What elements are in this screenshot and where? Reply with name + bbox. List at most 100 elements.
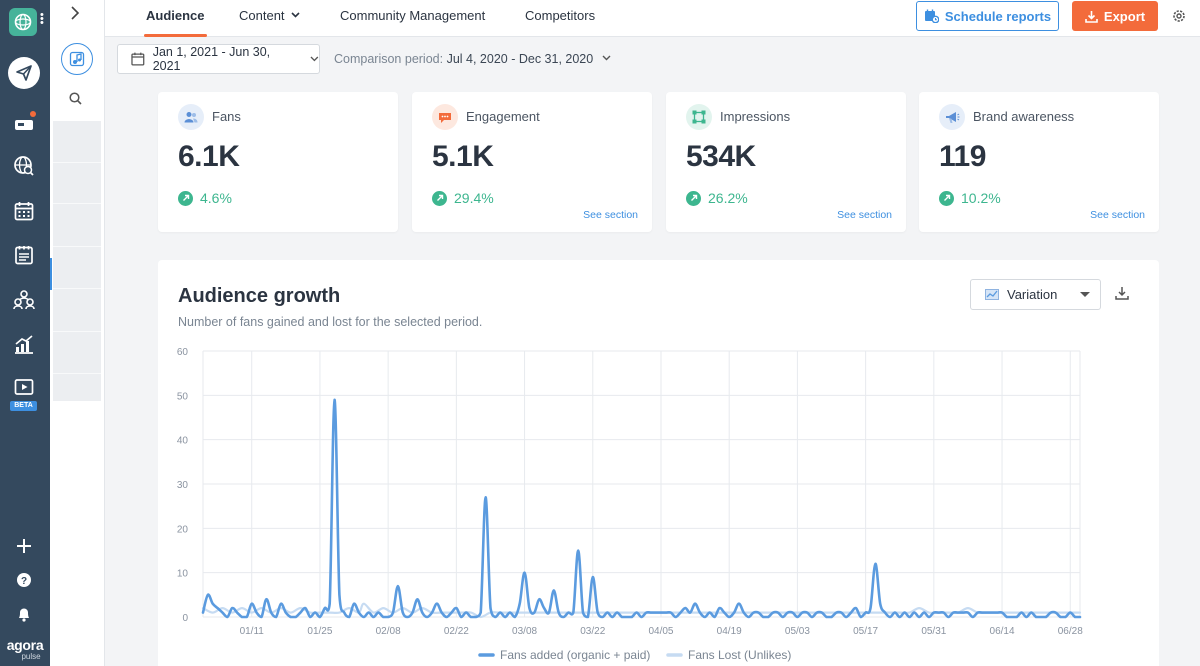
tab-competitors[interactable]: Competitors <box>525 8 596 23</box>
sidebar-item-publish[interactable] <box>6 55 42 91</box>
y-tick-label: 60 <box>177 347 189 358</box>
kpi-label: Fans <box>212 109 241 124</box>
app-logo-icon[interactable] <box>9 8 37 36</box>
schedule-reports-button[interactable]: Schedule reports <box>916 1 1059 31</box>
comparison-period[interactable]: Comparison period: Jul 4, 2020 - Dec 31,… <box>334 52 611 66</box>
audience-growth-panel: Audience growth Number of fans gained an… <box>158 260 1159 666</box>
add-button[interactable] <box>6 528 42 564</box>
x-tick-label: 04/19 <box>717 626 742 637</box>
help-button[interactable]: ? <box>6 562 42 598</box>
see-section-link[interactable]: See section <box>837 209 892 221</box>
kpi-card-fans: Fans 6.1K 4.6% <box>158 92 398 232</box>
account-avatar[interactable] <box>61 43 93 75</box>
chart-line-icon <box>985 289 999 300</box>
kpi-card-impressions: Impressions 534K 26.2% See section <box>666 92 906 232</box>
listening-icon <box>14 156 34 176</box>
search-icon[interactable] <box>69 92 82 110</box>
sidebar-item-team[interactable] <box>6 281 42 317</box>
chevron-down-icon <box>291 12 300 18</box>
calendar-check-icon <box>924 9 939 23</box>
kpi-label: Brand awareness <box>973 109 1075 124</box>
team-icon <box>13 290 35 309</box>
arrow-up-right-icon <box>432 190 447 206</box>
arrow-up-right-icon <box>939 190 954 206</box>
panel-title: Audience growth <box>178 285 341 307</box>
sidebar-item-notes[interactable] <box>6 237 42 273</box>
kpi-change: 4.6% <box>178 190 232 206</box>
tab-content-label: Content <box>239 8 285 23</box>
notification-dot <box>30 111 36 117</box>
calendar-icon <box>14 202 34 221</box>
kpi-change-value: 26.2% <box>708 190 748 206</box>
account-list[interactable] <box>53 121 101 401</box>
chevron-down-icon <box>310 56 319 62</box>
comparison-label: Comparison period: <box>334 52 444 66</box>
schedule-reports-label: Schedule reports <box>944 8 1052 24</box>
y-tick-label: 40 <box>177 436 189 447</box>
kpi-value: 5.1K <box>432 140 494 173</box>
tab-community-management[interactable]: Community Management <box>340 8 486 23</box>
more-vertical-icon[interactable]: • • • <box>40 9 44 29</box>
kpi-change-value: 10.2% <box>961 190 1001 206</box>
tab-content[interactable]: Content <box>239 0 300 37</box>
kpi-change-value: 29.4% <box>454 190 494 206</box>
y-tick-label: 50 <box>177 391 189 402</box>
x-tick-label: 06/28 <box>1058 626 1083 637</box>
svg-text:?: ? <box>21 576 27 587</box>
x-tick-label: 01/11 <box>240 626 265 637</box>
top-nav: Audience Content Community Management Co… <box>105 0 1200 37</box>
date-range-value: Jan 1, 2021 - Jun 30, 2021 <box>152 45 271 73</box>
sidebar-item-reports[interactable] <box>6 326 42 362</box>
engagement-icon <box>432 104 458 130</box>
active-account-indicator <box>50 258 52 290</box>
notifications-button[interactable] <box>6 596 42 632</box>
gear-icon[interactable] <box>1171 8 1187 29</box>
see-section-link[interactable]: See section <box>583 209 638 221</box>
account-column <box>50 0 105 666</box>
x-tick-label: 03/22 <box>580 626 605 637</box>
media-icon <box>14 379 34 395</box>
x-tick-label: 06/14 <box>990 626 1015 637</box>
y-tick-label: 30 <box>177 480 189 491</box>
sidebar-item-calendar[interactable] <box>6 193 42 229</box>
x-tick-label: 05/17 <box>853 626 878 637</box>
kpi-change: 10.2% <box>939 190 1001 206</box>
kpi-card-brand-awareness: Brand awareness 119 10.2% See section <box>919 92 1159 232</box>
help-icon: ? <box>17 573 31 587</box>
x-tick-label: 03/08 <box>512 626 537 637</box>
sidebar-item-media[interactable] <box>6 369 42 405</box>
tab-audience[interactable]: Audience <box>144 0 207 37</box>
audience-growth-chart: 0 10 20 30 40 50 60 01/11 01/25 02/08 02/22 03/08 03… <box>177 347 1083 662</box>
series-line-fans-added <box>201 398 1082 619</box>
y-tick-label: 0 <box>182 613 188 624</box>
x-tick-label: 05/03 <box>785 626 810 637</box>
variation-dropdown[interactable]: Variation <box>970 279 1101 310</box>
impressions-icon <box>686 104 712 130</box>
kpi-value: 6.1K <box>178 140 240 173</box>
sidebar-item-listening[interactable] <box>6 148 42 184</box>
arrow-up-right-icon <box>686 190 701 206</box>
kpi-change-value: 4.6% <box>200 190 232 206</box>
x-tick-label: 04/05 <box>648 626 673 637</box>
add-icon <box>17 539 31 553</box>
see-section-link[interactable]: See section <box>1090 209 1145 221</box>
download-icon[interactable] <box>1115 286 1129 305</box>
kpi-label: Impressions <box>720 109 791 124</box>
caret-down-icon <box>1080 292 1090 297</box>
expand-chevron-icon[interactable] <box>70 6 80 23</box>
chevron-down-icon <box>602 55 611 61</box>
x-tick-label: 05/31 <box>921 626 946 637</box>
calendar-icon <box>131 52 145 66</box>
comparison-range: Jul 4, 2020 - Dec 31, 2020 <box>446 52 594 66</box>
fans-icon <box>178 104 204 130</box>
x-tick-label: 01/25 <box>307 626 332 637</box>
reports-icon <box>15 335 33 354</box>
kpi-value: 119 <box>939 140 986 173</box>
export-button[interactable]: Export <box>1072 1 1158 31</box>
x-tick-label: 02/22 <box>444 626 469 637</box>
panel-subtitle: Number of fans gained and lost for the s… <box>178 315 483 329</box>
music-note-icon <box>69 51 85 67</box>
legend-label: Fans Lost (Unlikes) <box>688 648 791 662</box>
sidebar-item-inbox[interactable] <box>6 105 42 141</box>
date-range-picker[interactable]: Jan 1, 2021 - Jun 30, 2021 <box>117 44 320 74</box>
